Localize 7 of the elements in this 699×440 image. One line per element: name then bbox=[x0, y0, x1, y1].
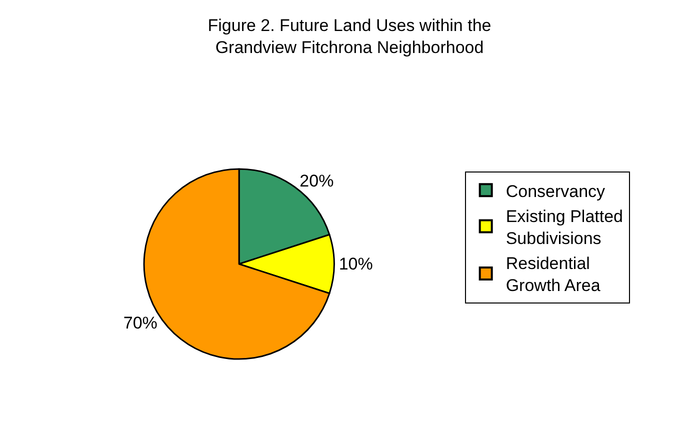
legend-label: Existing Platted Subdivisions bbox=[506, 206, 624, 248]
legend-label: Conservancy bbox=[506, 182, 606, 201]
data-label: 20% bbox=[300, 171, 334, 190]
data-label: 10% bbox=[338, 254, 373, 274]
chart-title: Figure 2. Future Land Uses within the Grandview Fitchrona Neighborhood bbox=[208, 16, 492, 57]
data-label: 70% bbox=[123, 314, 158, 333]
legend-label: Residential Growth Area bbox=[506, 254, 601, 296]
